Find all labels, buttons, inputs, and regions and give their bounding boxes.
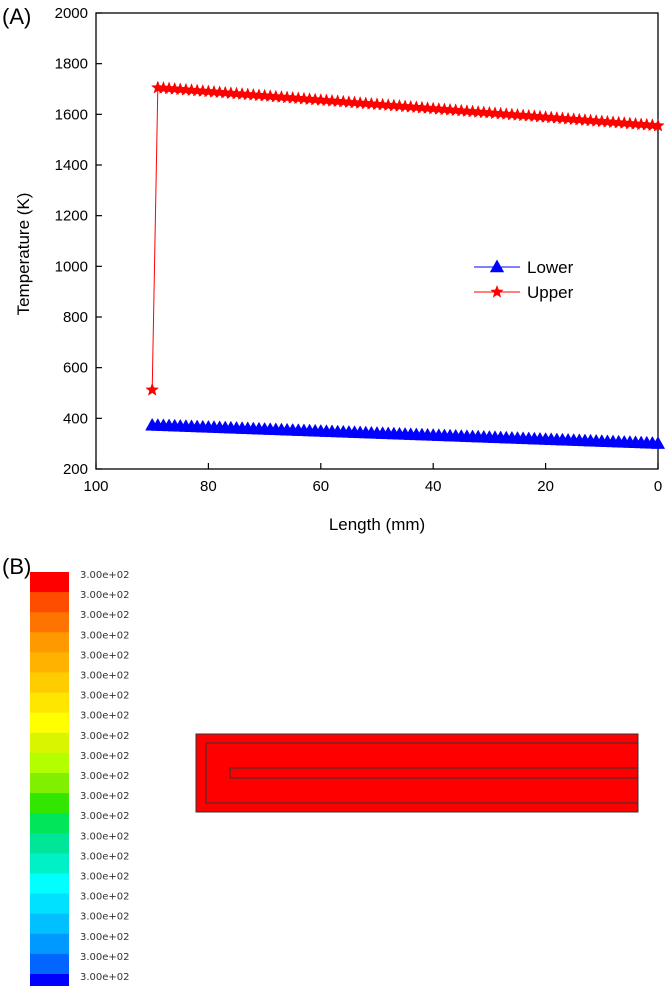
- colorbar-label: 3.00e+02: [80, 791, 130, 802]
- y-tick-label: 600: [63, 360, 88, 377]
- y-tick-label: 1600: [55, 106, 88, 123]
- axis-ticks: 100 80 60 40 20 02004006008001000120014001600…: [55, 5, 663, 495]
- colorbar-label: 3.00e+02: [80, 610, 130, 621]
- panel-a-label: (A): [2, 4, 31, 29]
- colorbar-swatch: [30, 752, 69, 774]
- colorbar-swatch: [30, 652, 69, 673]
- y-tick-label: 1000: [55, 258, 88, 275]
- x-tick-label: 40: [425, 478, 442, 495]
- colorbar-label: 3.00e+02: [80, 912, 130, 923]
- panel-b-label: (B): [2, 554, 31, 579]
- colorbar: 3.00e+02 3.00e+02 3.00e+02 3.00e+02 3.00e+02…: [30, 570, 130, 986]
- colorbar-label: 3.00e+02: [80, 952, 130, 963]
- colorbar-label: 3.00e+02: [80, 831, 130, 842]
- colorbar-swatch: [30, 692, 69, 714]
- colorbar-swatch: [30, 853, 69, 874]
- colorbar-swatch: [30, 612, 69, 633]
- y-tick-label: 1800: [55, 56, 88, 73]
- domain-inner-outline: [205, 742, 638, 804]
- series-line-upper: [151, 87, 659, 390]
- y-tick-label: 1200: [55, 208, 88, 225]
- colorbar-label: 3.00e+02: [80, 872, 130, 883]
- data-point-upper: [145, 382, 160, 396]
- colorbar-label: 3.00e+02: [80, 671, 130, 682]
- x-tick-label: 100: [83, 478, 108, 495]
- colorbar-label: 3.00e+02: [80, 932, 130, 943]
- contour-domain: [195, 733, 639, 813]
- colorbar-label: 3.00e+02: [80, 711, 130, 722]
- temperature-chart: 100 80 60 40 20 02004006008001000120014001600…: [14, 5, 666, 534]
- x-tick-label: 60: [312, 478, 329, 495]
- colorbar-label: 3.00e+02: [80, 630, 130, 641]
- colorbar-swatch: [30, 893, 69, 915]
- x-tick-label: 80: [200, 478, 217, 495]
- legend: Lower Upper: [474, 258, 574, 302]
- colorbar-label: 3.00e+02: [80, 570, 130, 581]
- colorbar-label: 3.00e+02: [80, 650, 130, 661]
- colorbar-swatch: [30, 793, 69, 814]
- y-tick-label: 200: [63, 461, 88, 478]
- colorbar-swatch: [30, 632, 69, 653]
- colorbar-label: 3.00e+02: [80, 590, 130, 601]
- colorbar-swatch: [30, 773, 69, 794]
- colorbar-swatch: [30, 953, 69, 975]
- colorbar-label: 3.00e+02: [80, 972, 130, 983]
- colorbar-swatch: [30, 813, 69, 834]
- colorbar-label: 3.00e+02: [80, 751, 130, 762]
- colorbar-label: 3.00e+02: [80, 731, 130, 742]
- colorbar-swatch: [30, 592, 69, 613]
- plot-frame: [95, 12, 659, 470]
- y-axis-title: Temperature (K): [14, 193, 33, 316]
- colorbar-swatch: [30, 732, 69, 754]
- x-tick-label: 0: [654, 478, 662, 495]
- legend-label-upper: Upper: [527, 283, 574, 302]
- legend-marker-lower: [489, 259, 505, 273]
- colorbar-swatch: [30, 833, 69, 854]
- colorbar-label: 3.00e+02: [80, 691, 130, 702]
- domain-channel-outline: [229, 767, 638, 779]
- colorbar-swatch: [30, 974, 69, 986]
- x-axis-title: Length (mm): [329, 515, 425, 534]
- colorbar-label: 3.00e+02: [80, 771, 130, 782]
- colorbar-swatch: [30, 933, 69, 955]
- colorbar-label: 3.00e+02: [80, 851, 130, 862]
- x-tick-label: 20: [537, 478, 554, 495]
- y-tick-label: 800: [63, 309, 88, 326]
- colorbar-swatch: [30, 672, 69, 694]
- colorbar-swatch: [30, 913, 69, 935]
- domain-outer: [195, 733, 639, 813]
- colorbar-swatch: [30, 572, 69, 593]
- colorbar-label: 3.00e+02: [80, 811, 130, 822]
- y-tick-label: 400: [63, 410, 88, 427]
- colorbar-label: 3.00e+02: [80, 892, 130, 903]
- legend-label-lower: Lower: [527, 258, 574, 277]
- legend-marker-upper: [490, 285, 504, 298]
- y-tick-label: 2000: [55, 5, 88, 22]
- data-point-lower: [650, 436, 666, 449]
- colorbar-swatch: [30, 873, 69, 895]
- y-tick-label: 1400: [55, 157, 88, 174]
- series-layer: [145, 80, 666, 449]
- data-point-upper: [651, 118, 665, 132]
- colorbar-swatch: [30, 712, 69, 734]
